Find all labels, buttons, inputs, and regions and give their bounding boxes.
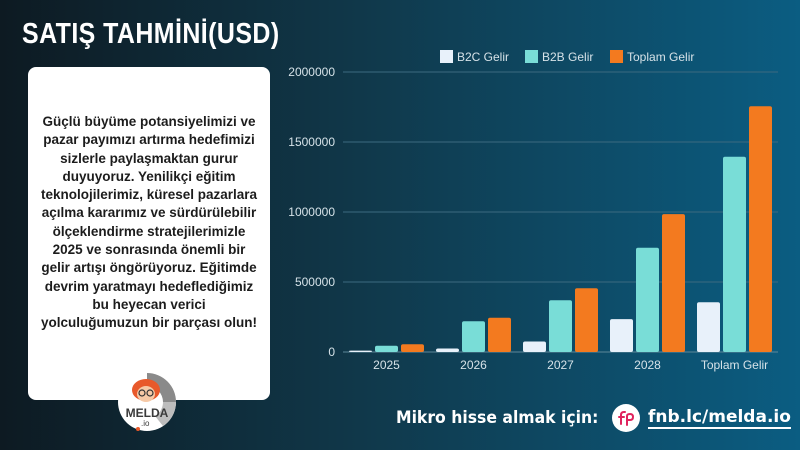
bar-b2c-gelir <box>349 350 372 352</box>
y-tick-label: 1000000 <box>288 205 335 219</box>
bar-toplam-gelir <box>488 317 511 352</box>
bar-b2b-gelir <box>462 321 485 352</box>
y-tick-label: 2000000 <box>288 65 335 79</box>
x-tick-label: 2027 <box>547 358 574 372</box>
legend-swatch <box>525 50 538 63</box>
bar-b2c-gelir <box>697 302 720 352</box>
footer: Mikro hisse almak için: fnb.lc/melda.io <box>396 404 791 432</box>
legend-label: B2B Gelir <box>542 50 593 64</box>
legend-label: Toplam Gelir <box>627 50 694 64</box>
x-tick-label: 2025 <box>373 358 400 372</box>
x-tick-label: 2028 <box>634 358 661 372</box>
bar-b2c-gelir <box>436 348 459 352</box>
bar-b2b-gelir <box>549 300 572 352</box>
legend-swatch <box>610 50 623 63</box>
legend-label: B2C Gelir <box>457 50 509 64</box>
fp-logo-icon[interactable] <box>612 404 640 432</box>
logo-subtitle: .io <box>141 419 150 428</box>
bar-toplam-gelir <box>662 214 685 352</box>
y-tick-label: 1500000 <box>288 135 335 149</box>
bar-b2c-gelir <box>610 319 633 352</box>
footer-link[interactable]: fnb.lc/melda.io <box>648 407 791 429</box>
logo-label: MELDA <box>125 406 169 420</box>
bar-b2b-gelir <box>723 156 746 352</box>
y-tick-label: 0 <box>328 345 335 359</box>
bar-b2b-gelir <box>636 247 659 352</box>
description-text: Güçlü büyüme potansiyelimizi ve pazar pa… <box>40 114 258 331</box>
legend-swatch <box>440 50 453 63</box>
footer-text: Mikro hisse almak için: <box>396 408 599 428</box>
x-tick-label: Toplam Gelir <box>701 358 768 372</box>
description-card: Güçlü büyüme potansiyelimizi ve pazar pa… <box>28 67 270 400</box>
x-tick-label: 2026 <box>460 358 487 372</box>
melda-logo: MELDA .io <box>117 372 177 432</box>
page-title: SATIŞ TAHMİNİ(USD) <box>22 18 280 50</box>
bar-b2b-gelir <box>375 345 398 352</box>
bar-b2c-gelir <box>523 341 546 352</box>
bar-toplam-gelir <box>575 288 598 352</box>
bar-toplam-gelir <box>749 106 772 352</box>
melda-logo-icon <box>118 373 176 431</box>
bar-toplam-gelir <box>401 344 424 352</box>
y-tick-label: 500000 <box>295 275 335 289</box>
